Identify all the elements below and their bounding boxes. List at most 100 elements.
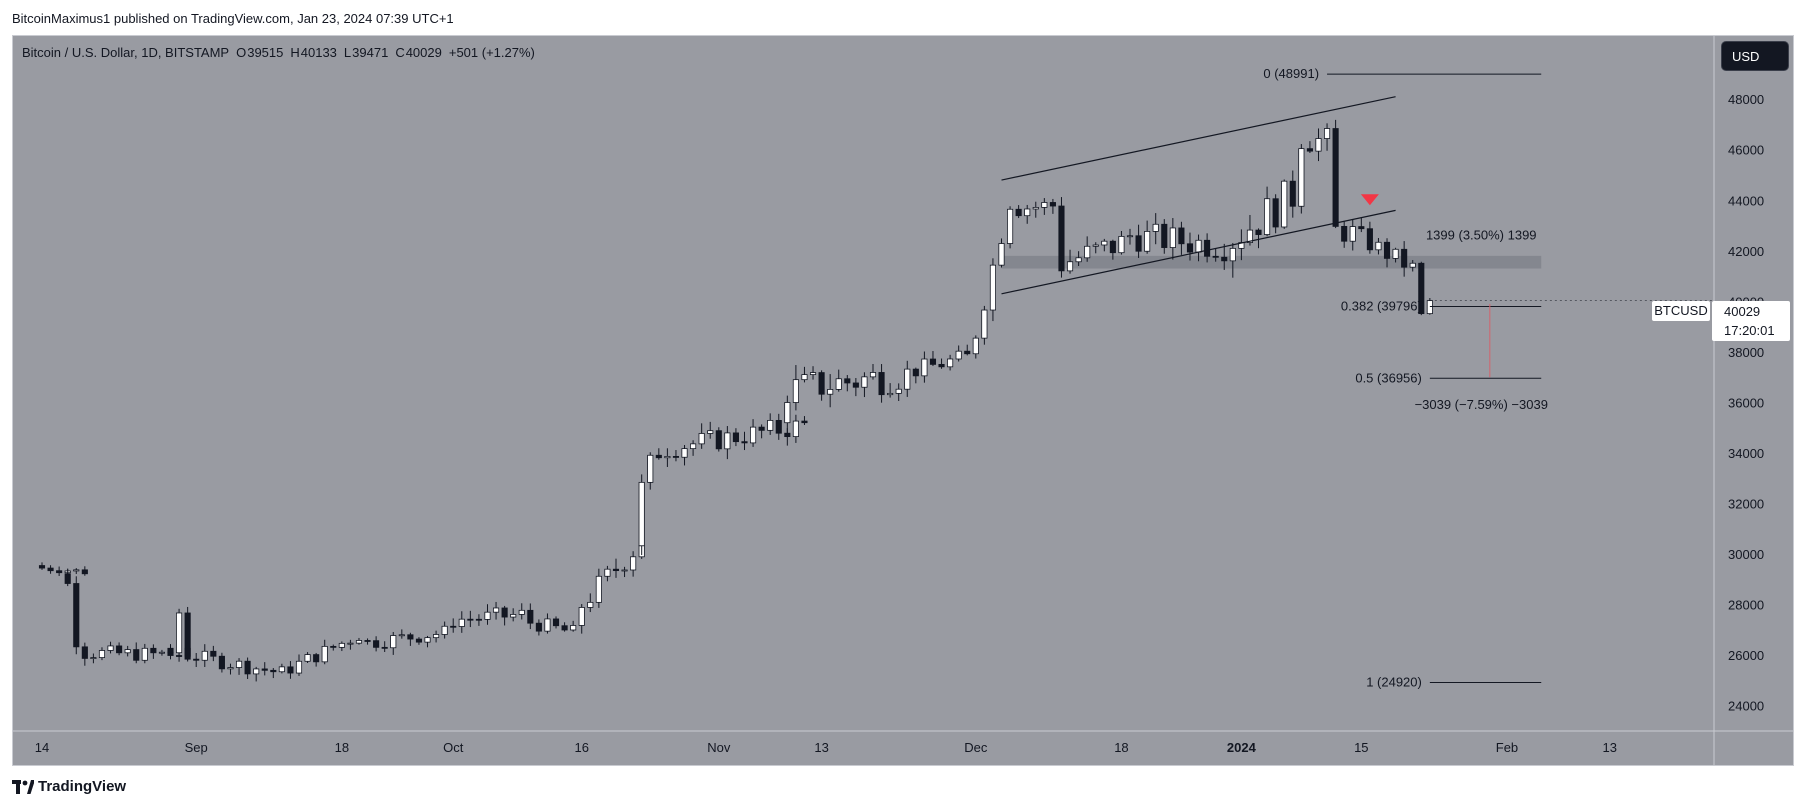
- candle[interactable]: [1383, 241, 1391, 259]
- candle[interactable]: [407, 634, 414, 640]
- candle[interactable]: [947, 358, 954, 368]
- candle[interactable]: [544, 618, 551, 632]
- candle[interactable]: [698, 433, 705, 445]
- candle[interactable]: [929, 358, 937, 365]
- candle[interactable]: [655, 454, 662, 459]
- candle[interactable]: [133, 649, 140, 661]
- bearish-marker-icon[interactable]: [1360, 194, 1379, 206]
- candle[interactable]: [664, 456, 671, 459]
- candle[interactable]: [1169, 227, 1176, 248]
- candle[interactable]: [1075, 257, 1082, 263]
- candle[interactable]: [390, 635, 397, 649]
- candle[interactable]: [1152, 223, 1159, 232]
- candle[interactable]: [1135, 235, 1142, 252]
- candle[interactable]: [1229, 247, 1236, 262]
- candle[interactable]: [73, 583, 80, 648]
- candle[interactable]: [707, 430, 714, 434]
- candle[interactable]: [467, 618, 474, 621]
- channel-lower-line[interactable]: [1001, 209, 1396, 295]
- candle[interactable]: [715, 430, 722, 450]
- candle[interactable]: [690, 443, 697, 450]
- candle[interactable]: [750, 426, 757, 444]
- candle[interactable]: [424, 637, 431, 643]
- candle[interactable]: [1349, 226, 1356, 242]
- candle[interactable]: [561, 625, 568, 631]
- candle[interactable]: [1375, 241, 1382, 251]
- candle[interactable]: [612, 568, 620, 572]
- candle[interactable]: [338, 642, 345, 648]
- candle[interactable]: [1358, 226, 1365, 230]
- candle[interactable]: [1341, 226, 1348, 242]
- candle[interactable]: [1426, 300, 1433, 315]
- candle[interactable]: [64, 573, 71, 584]
- footer-brand[interactable]: TradingView: [12, 778, 126, 795]
- candle[interactable]: [295, 660, 303, 674]
- candle[interactable]: [398, 634, 405, 637]
- candle[interactable]: [193, 658, 200, 661]
- candle[interactable]: [621, 569, 628, 572]
- candle[interactable]: [98, 650, 106, 658]
- candle[interactable]: [116, 645, 123, 654]
- candle[interactable]: [47, 567, 54, 572]
- candle[interactable]: [330, 645, 337, 648]
- candle[interactable]: [278, 666, 285, 673]
- candle[interactable]: [355, 640, 363, 644]
- candle[interactable]: [227, 667, 234, 670]
- candle[interactable]: [321, 645, 328, 663]
- candle[interactable]: [167, 647, 174, 654]
- candle[interactable]: [1049, 202, 1056, 207]
- candle[interactable]: [1212, 255, 1219, 258]
- candle[interactable]: [809, 372, 817, 376]
- candle[interactable]: [1255, 229, 1262, 235]
- candle[interactable]: [81, 646, 88, 659]
- candle[interactable]: [1178, 227, 1185, 245]
- candle[interactable]: [1246, 229, 1254, 243]
- candle[interactable]: [90, 657, 97, 659]
- candle[interactable]: [484, 611, 491, 620]
- candle[interactable]: [921, 358, 928, 377]
- candle[interactable]: [141, 647, 148, 661]
- candle[interactable]: [441, 625, 448, 635]
- candle[interactable]: [56, 570, 63, 574]
- candle[interactable]: [1195, 239, 1202, 253]
- candle[interactable]: [1118, 236, 1125, 254]
- candle[interactable]: [972, 337, 979, 355]
- candle[interactable]: [450, 625, 457, 628]
- candle[interactable]: [895, 388, 902, 394]
- candle[interactable]: [964, 350, 971, 355]
- candle[interactable]: [1366, 228, 1373, 251]
- candle[interactable]: [510, 614, 517, 618]
- currency-button[interactable]: USD: [1721, 41, 1789, 71]
- candle[interactable]: [1066, 261, 1074, 272]
- candle[interactable]: [527, 609, 534, 624]
- candle[interactable]: [201, 650, 208, 661]
- candle[interactable]: [1186, 243, 1194, 253]
- candle[interactable]: [210, 650, 217, 657]
- candle[interactable]: [1007, 208, 1014, 244]
- candle[interactable]: [261, 668, 268, 671]
- candle[interactable]: [672, 456, 680, 458]
- candle[interactable]: [304, 654, 311, 662]
- candle[interactable]: [1041, 202, 1048, 208]
- candle[interactable]: [844, 378, 851, 384]
- candle[interactable]: [792, 420, 799, 437]
- candle[interactable]: [1221, 256, 1228, 262]
- candle[interactable]: [1289, 180, 1296, 207]
- candle[interactable]: [1281, 180, 1288, 228]
- candle[interactable]: [244, 660, 251, 675]
- candle[interactable]: [1315, 138, 1322, 152]
- support-zone[interactable]: [1001, 255, 1542, 269]
- candle[interactable]: [647, 454, 654, 483]
- candle[interactable]: [775, 419, 782, 434]
- candle[interactable]: [801, 420, 808, 424]
- candle[interactable]: [938, 363, 945, 368]
- candle[interactable]: [270, 669, 277, 673]
- candle[interactable]: [801, 374, 808, 381]
- candle[interactable]: [989, 264, 996, 311]
- candle[interactable]: [887, 392, 894, 396]
- candle[interactable]: [501, 607, 508, 618]
- candle[interactable]: [38, 565, 46, 569]
- candle[interactable]: [955, 350, 962, 360]
- candle[interactable]: [433, 634, 440, 639]
